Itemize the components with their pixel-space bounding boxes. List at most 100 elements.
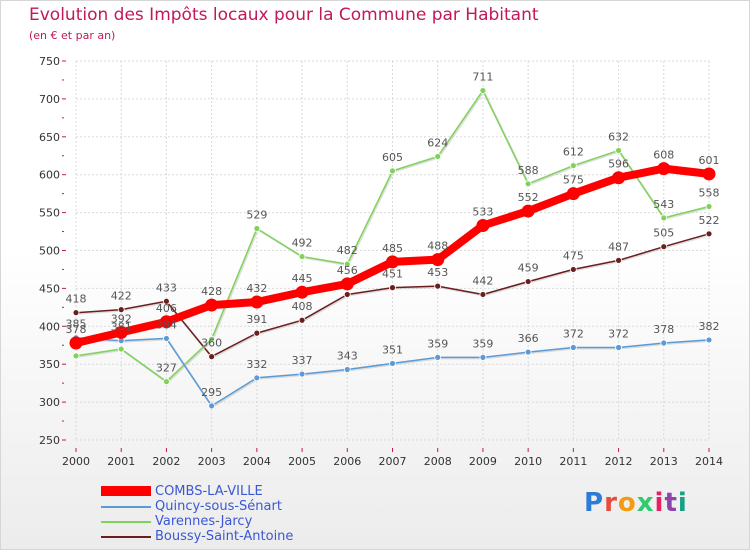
data-label: 711 <box>472 71 493 84</box>
data-label: 295 <box>201 386 222 399</box>
data-label: 343 <box>337 350 358 363</box>
data-label: 378 <box>653 323 674 336</box>
data-label: 433 <box>156 281 177 294</box>
data-point <box>524 348 532 356</box>
data-label: 632 <box>608 130 629 143</box>
y-tick-label: 700 <box>39 93 60 106</box>
x-tick-label: 2009 <box>469 455 497 468</box>
data-point <box>479 353 487 361</box>
x-tick-label: 2005 <box>288 455 316 468</box>
data-point <box>163 378 170 386</box>
data-label: 384 <box>156 318 177 331</box>
data-label: 596 <box>608 158 629 171</box>
data-point <box>389 167 396 175</box>
data-point <box>114 325 128 339</box>
y-tick-label: 750 <box>39 55 60 68</box>
legend-swatch-varennes <box>101 521 151 523</box>
chart-title: Evolution des Impôts locaux pour la Comm… <box>29 5 539 25</box>
x-tick-label: 2013 <box>650 455 678 468</box>
y-tick-label: 650 <box>39 131 60 144</box>
series-group <box>69 87 716 410</box>
logo-letter: r <box>604 488 618 518</box>
data-point <box>295 285 309 299</box>
legend-swatch-boussy <box>101 536 151 538</box>
data-label: 505 <box>653 227 674 240</box>
data-labels: 378 392 406 428 432 445 456 485 488 533 552 575 596 6… <box>66 71 720 399</box>
data-point <box>657 162 671 176</box>
data-label: 432 <box>246 282 267 295</box>
logo-letter: o <box>617 488 637 518</box>
x-tick-label: 2001 <box>107 455 135 468</box>
y-tick-label: 600 <box>39 169 60 182</box>
data-label: 588 <box>518 164 539 177</box>
y-tick-label: 500 <box>39 245 60 258</box>
data-point <box>298 316 306 324</box>
legend-label: Varennes-Jarcy <box>155 514 253 529</box>
logo-letter: i <box>677 488 688 518</box>
data-label: 385 <box>66 318 87 331</box>
x-tick-label: 2002 <box>152 455 180 468</box>
data-point <box>434 353 442 361</box>
data-point <box>524 278 532 285</box>
data-point <box>660 243 668 251</box>
data-label: 558 <box>699 187 720 200</box>
y-tick-label: 350 <box>39 358 60 371</box>
data-label: 459 <box>518 262 539 275</box>
data-point <box>69 336 83 350</box>
data-label: 612 <box>563 146 584 159</box>
data-point <box>479 291 487 298</box>
data-label: 382 <box>699 320 720 333</box>
data-label: 332 <box>246 358 267 371</box>
data-label: 533 <box>472 205 493 218</box>
data-label: 543 <box>653 198 674 211</box>
data-label: 492 <box>292 237 313 250</box>
data-label: 529 <box>246 209 267 222</box>
data-point <box>566 187 580 201</box>
y-tick-label: 250 <box>39 434 60 447</box>
x-tick-label: 2008 <box>424 455 452 468</box>
data-label: 359 <box>472 337 493 350</box>
data-point <box>612 171 626 185</box>
data-point <box>434 282 442 290</box>
data-point <box>117 306 125 314</box>
chart-subtitle: (en € et par an) <box>29 29 116 42</box>
axes: 250 300 350 400 450 500 550 600 650 700 750 2000 200… <box>39 55 723 468</box>
data-point <box>386 255 399 269</box>
data-point <box>569 266 577 273</box>
data-point <box>660 214 668 222</box>
legend-swatch-combs <box>101 486 151 496</box>
data-point <box>660 339 668 347</box>
data-point <box>521 204 535 218</box>
data-label: 451 <box>382 268 403 281</box>
data-point <box>702 167 716 181</box>
data-label: 482 <box>337 244 358 257</box>
logo-letter: i <box>654 488 665 518</box>
data-point <box>298 253 306 260</box>
x-tick-label: 2006 <box>333 455 361 468</box>
data-label: 391 <box>246 313 267 326</box>
data-point <box>389 360 396 367</box>
data-label: 378 <box>66 323 87 336</box>
data-label: 372 <box>608 328 629 341</box>
y-tick-label: 450 <box>39 282 60 295</box>
data-point <box>615 344 622 351</box>
data-label: 453 <box>427 266 448 279</box>
x-tick-label: 2011 <box>559 455 587 468</box>
data-point <box>208 402 216 410</box>
logo-letter: x <box>636 488 655 518</box>
data-label: 381 <box>111 321 132 334</box>
data-point <box>524 180 532 188</box>
data-point <box>476 218 490 232</box>
data-point <box>253 329 261 337</box>
data-point <box>615 147 622 154</box>
x-tick-label: 2000 <box>62 455 90 468</box>
data-label: 605 <box>382 151 403 164</box>
data-label: 372 <box>563 328 584 341</box>
data-point <box>253 225 261 232</box>
legend-label: Quincy-sous-Sénart <box>155 499 282 514</box>
data-point <box>205 298 219 312</box>
data-point <box>298 370 306 378</box>
data-point <box>343 291 351 298</box>
data-label: 624 <box>427 137 448 150</box>
